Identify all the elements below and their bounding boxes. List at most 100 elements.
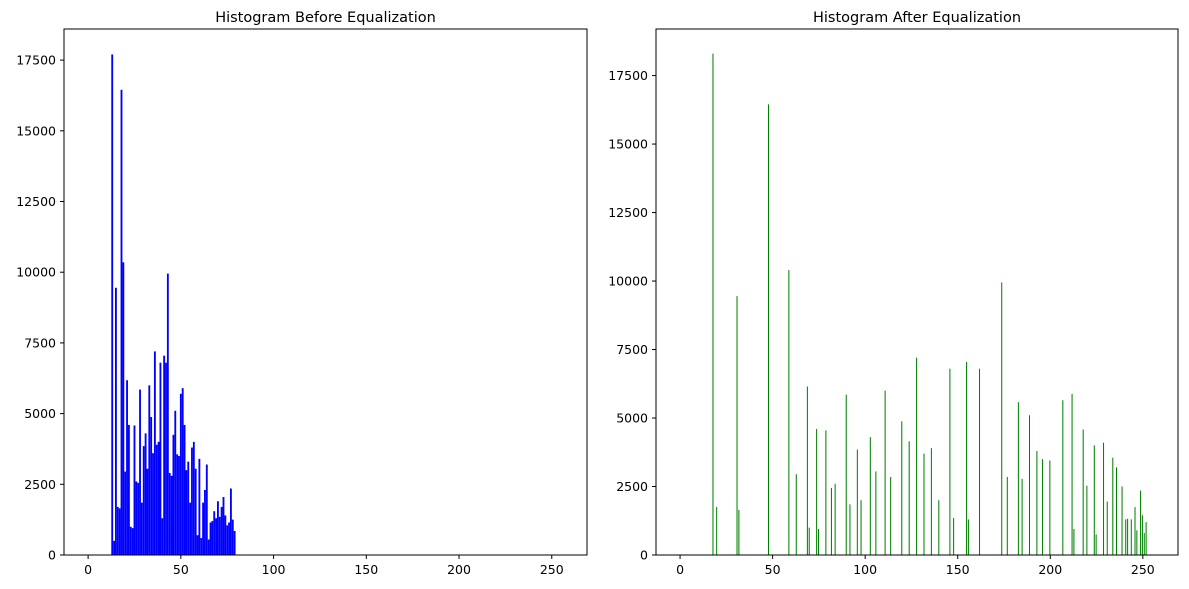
bar <box>204 489 206 555</box>
bar <box>1001 282 1003 555</box>
bar <box>218 516 221 555</box>
bar <box>131 528 134 555</box>
y-tick-label: 17500 <box>16 53 56 68</box>
bar <box>137 482 140 555</box>
bar <box>979 368 981 555</box>
bar <box>176 454 179 555</box>
bar <box>142 446 145 555</box>
x-tick-label: 100 <box>262 562 286 577</box>
bar <box>816 428 818 555</box>
bar <box>152 453 154 555</box>
x-tick-label: 50 <box>173 562 189 577</box>
chart-title-before: Histogram Before Equalization <box>215 10 436 26</box>
bar <box>202 502 205 555</box>
y-tick-label: 2500 <box>24 477 56 492</box>
bars-after <box>712 53 1147 556</box>
bar <box>908 441 910 555</box>
bar <box>192 441 195 555</box>
bar <box>869 437 871 555</box>
bar <box>144 433 147 555</box>
bar <box>1103 442 1105 555</box>
chart-title-after: Histogram After Equalization <box>813 10 1021 26</box>
bar <box>207 539 210 555</box>
bar <box>1073 528 1075 555</box>
y-tick-label: 5000 <box>24 406 56 421</box>
bar <box>1036 450 1038 555</box>
bar <box>860 500 862 555</box>
bar <box>139 389 141 555</box>
bar <box>172 434 175 555</box>
bar <box>875 471 877 555</box>
bar <box>198 458 201 555</box>
bar <box>1121 486 1123 555</box>
bar <box>953 518 955 555</box>
y-tick-label: 12500 <box>16 194 56 209</box>
bar <box>213 511 216 555</box>
bar <box>1006 476 1008 555</box>
bar <box>1136 530 1138 555</box>
bar <box>806 386 808 555</box>
x-tick-label: 150 <box>946 562 970 577</box>
y-tick-label: 2500 <box>616 479 648 494</box>
y-tick-label: 10000 <box>16 265 56 280</box>
x-tick-label: 50 <box>765 562 781 577</box>
bar <box>834 483 836 555</box>
bar <box>1071 393 1073 555</box>
bar <box>161 518 164 555</box>
x-tick-label: 100 <box>853 562 877 577</box>
bar <box>849 504 851 555</box>
bar <box>1115 467 1118 555</box>
bar <box>155 444 158 555</box>
bar <box>215 518 217 555</box>
bar <box>187 461 190 555</box>
bar <box>146 468 149 555</box>
bar <box>196 535 199 555</box>
bar <box>856 449 858 555</box>
bar <box>166 273 169 555</box>
bar <box>153 351 156 555</box>
plot-frame-after <box>655 28 1179 556</box>
bar <box>1141 515 1143 555</box>
bar <box>1062 400 1064 555</box>
bar <box>1082 429 1084 555</box>
bar <box>233 530 236 555</box>
bar <box>124 471 127 555</box>
bar <box>113 540 115 555</box>
y-tick-label: 15000 <box>16 123 56 138</box>
bar <box>205 464 208 555</box>
bar <box>890 476 892 555</box>
bar <box>1049 460 1051 555</box>
bar <box>129 526 132 555</box>
bar <box>118 508 121 555</box>
bar <box>231 519 234 555</box>
y-tick-label: 12500 <box>608 205 648 220</box>
bar <box>140 502 143 555</box>
y-axis-before: 0 2500 5000 7500 10000 12500 15000 17500 <box>16 53 64 563</box>
bar <box>181 388 184 555</box>
bar <box>135 481 138 555</box>
y-tick-label: 0 <box>48 548 56 563</box>
bar <box>1086 485 1088 555</box>
bar <box>189 502 192 555</box>
x-tick-label: 250 <box>540 562 564 577</box>
bar <box>967 519 969 555</box>
x-tick-label: 0 <box>676 562 684 577</box>
bar <box>845 394 847 555</box>
bar <box>191 447 193 555</box>
bar <box>1017 402 1019 555</box>
bar <box>830 487 832 555</box>
x-axis-after: 0 50 100 150 200 250 <box>676 555 1155 577</box>
bar <box>1093 445 1095 555</box>
bar <box>127 424 130 555</box>
y-tick-label: 17500 <box>608 68 648 83</box>
bar <box>817 528 819 555</box>
bar <box>178 456 180 555</box>
bar <box>209 522 212 555</box>
x-tick-label: 200 <box>447 562 471 577</box>
bar <box>949 368 951 555</box>
bar <box>157 441 160 555</box>
bar <box>1134 507 1136 555</box>
bar <box>224 515 227 555</box>
bar <box>1028 415 1031 555</box>
bar <box>122 262 125 555</box>
